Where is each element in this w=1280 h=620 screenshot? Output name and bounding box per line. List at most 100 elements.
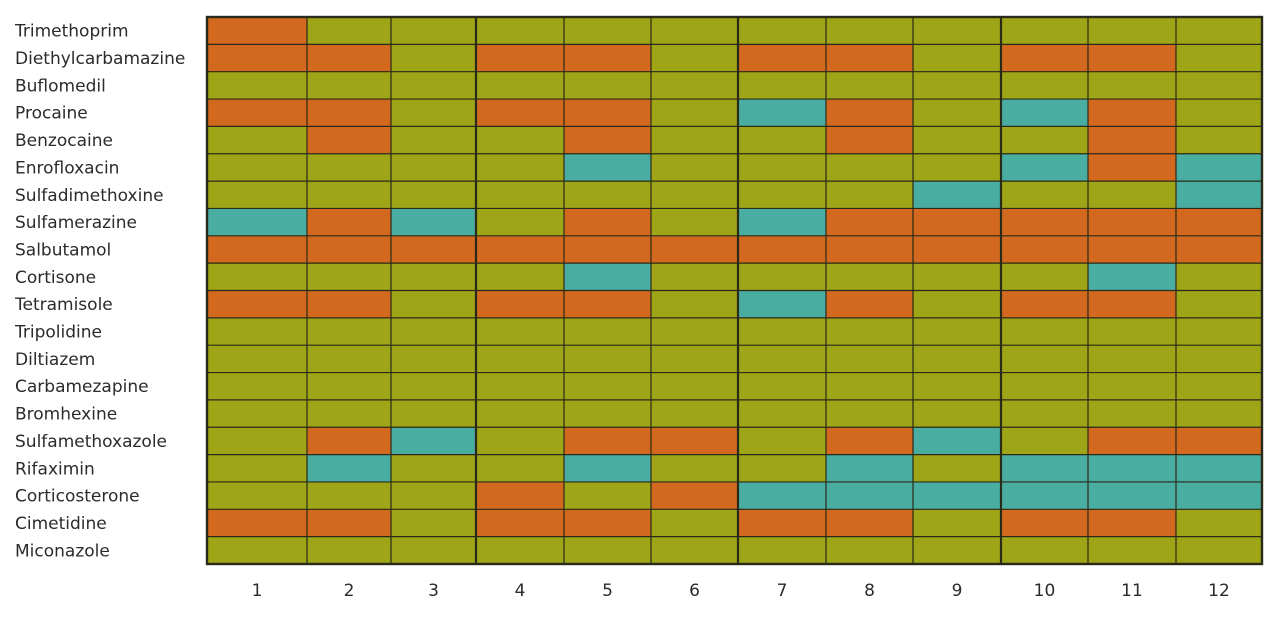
heatmap-cell <box>307 153 391 182</box>
heatmap-cell <box>738 454 826 482</box>
heatmap-cell <box>391 126 476 154</box>
heatmap-cell <box>1001 153 1088 182</box>
heatmap-cell <box>1001 399 1088 428</box>
column-label: 1 <box>252 581 263 601</box>
heatmap-cell <box>307 536 391 564</box>
heatmap-cell <box>913 71 1001 100</box>
heatmap-cell <box>1176 454 1262 482</box>
heatmap-cell <box>476 71 564 100</box>
heatmap-cell <box>207 126 307 154</box>
heatmap-cell <box>391 454 476 482</box>
heatmap-cell <box>207 44 307 72</box>
heatmap-cell <box>1088 44 1176 72</box>
heatmap-cell <box>391 208 476 236</box>
heatmap-cell <box>207 17 307 45</box>
heatmap-cell <box>1001 263 1088 291</box>
heatmap-cell <box>826 290 913 318</box>
row-label: Rifaximin <box>15 459 95 479</box>
heatmap-cell <box>1088 17 1176 45</box>
heatmap-cell <box>207 372 307 400</box>
heatmap-cell <box>564 263 651 291</box>
heatmap-cell <box>207 208 307 236</box>
heatmap-cell <box>1001 427 1088 455</box>
row-label: Tetramisole <box>14 295 113 315</box>
heatmap-cell <box>1088 372 1176 400</box>
heatmap-cell <box>476 290 564 318</box>
heatmap-cell <box>564 536 651 564</box>
heatmap-cell <box>207 99 307 127</box>
heatmap-cell <box>564 71 651 100</box>
heatmap-cell <box>207 509 307 537</box>
heatmap-cell <box>564 208 651 236</box>
heatmap-cell <box>391 345 476 373</box>
heatmap-cell <box>207 181 307 209</box>
heatmap-cell <box>564 345 651 373</box>
heatmap-cell <box>1088 208 1176 236</box>
column-label: 9 <box>952 581 963 601</box>
heatmap-cell <box>1176 181 1262 209</box>
heatmap-cell <box>1088 181 1176 209</box>
heatmap-cell <box>1001 372 1088 400</box>
heatmap-cell <box>913 126 1001 154</box>
heatmap-cell <box>307 71 391 100</box>
heatmap-cell <box>913 345 1001 373</box>
heatmap-cell <box>391 181 476 209</box>
heatmap-cell <box>651 372 738 400</box>
heatmap-cell <box>207 290 307 318</box>
heatmap-cell <box>564 454 651 482</box>
heatmap-cell <box>391 427 476 455</box>
column-label: 6 <box>689 581 700 601</box>
heatmap-cell <box>1176 153 1262 182</box>
heatmap-cell <box>826 427 913 455</box>
heatmap-cell <box>476 536 564 564</box>
heatmap-cell <box>826 345 913 373</box>
row-label: Tripolidine <box>14 323 102 343</box>
heatmap-cell <box>651 153 738 182</box>
heatmap-cell <box>1088 345 1176 373</box>
heatmap-cell <box>1176 372 1262 400</box>
heatmap-cell <box>1176 17 1262 45</box>
heatmap-cell <box>1001 44 1088 72</box>
heatmap-cell <box>1001 126 1088 154</box>
heatmap-cell <box>738 99 826 127</box>
heatmap-cell <box>564 399 651 428</box>
heatmap-cell <box>913 44 1001 72</box>
row-label: Carbamezapine <box>15 377 149 397</box>
heatmap-cell <box>913 208 1001 236</box>
heatmap-cell <box>564 181 651 209</box>
heatmap-cell <box>564 317 651 346</box>
heatmap-cell <box>738 208 826 236</box>
heatmap-cell <box>651 399 738 428</box>
heatmap-cell <box>564 153 651 182</box>
heatmap-cell <box>1088 235 1176 264</box>
heatmap-cell <box>738 126 826 154</box>
heatmap-cell <box>651 17 738 45</box>
heatmap-cell <box>207 454 307 482</box>
heatmap-cell <box>826 181 913 209</box>
heatmap-cell <box>307 317 391 346</box>
heatmap-cell <box>651 345 738 373</box>
column-label: 2 <box>344 581 355 601</box>
row-label: Benzocaine <box>15 131 113 151</box>
heatmap-cell <box>476 399 564 428</box>
heatmap-cell <box>391 99 476 127</box>
row-label: Bromhexine <box>15 405 117 425</box>
heatmap-cell <box>826 454 913 482</box>
heatmap-cell <box>1001 536 1088 564</box>
heatmap-cell <box>207 536 307 564</box>
heatmap-cell <box>564 481 651 510</box>
heatmap-cell <box>826 208 913 236</box>
heatmap-cell <box>391 263 476 291</box>
column-label: 3 <box>428 581 439 601</box>
heatmap-cell <box>1176 71 1262 100</box>
heatmap-cell <box>1176 99 1262 127</box>
heatmap-cell <box>826 536 913 564</box>
heatmap-cell <box>207 399 307 428</box>
heatmap-cell <box>391 44 476 72</box>
heatmap-cell <box>307 345 391 373</box>
heatmap-border <box>205 15 1264 566</box>
heatmap-cell <box>1176 536 1262 564</box>
heatmap-cell <box>1088 454 1176 482</box>
heatmap-cell <box>1001 345 1088 373</box>
